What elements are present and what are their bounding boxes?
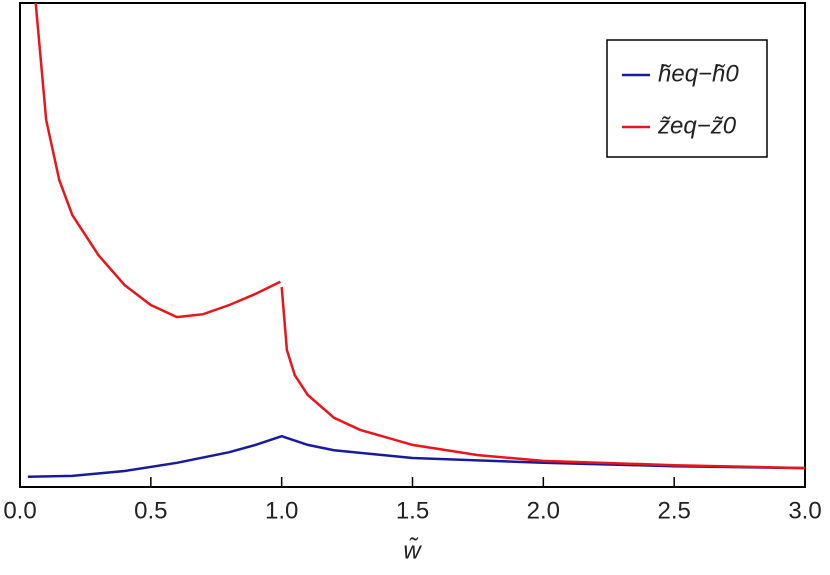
x-tick-label: 3.0 [788, 497, 821, 524]
x-tick-label: 2.5 [657, 497, 690, 524]
legend-label: h̃eq−h̃0 [658, 60, 739, 87]
x-tick-label: 2.0 [527, 497, 560, 524]
legend-label: z̃eq−z̃0 [657, 112, 737, 139]
x-axis-label: w̃ [403, 537, 422, 564]
series-line [34, 3, 805, 470]
x-tick-label: 1.0 [265, 497, 298, 524]
x-tick-label: 1.5 [396, 497, 429, 524]
series-line [27, 434, 805, 479]
legend-box [606, 39, 768, 158]
x-tick-label: 0.0 [3, 497, 36, 524]
x-tick-label: 0.5 [134, 497, 167, 524]
